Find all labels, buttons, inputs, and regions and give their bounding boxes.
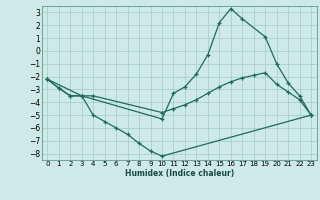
X-axis label: Humidex (Indice chaleur): Humidex (Indice chaleur): [124, 169, 234, 178]
